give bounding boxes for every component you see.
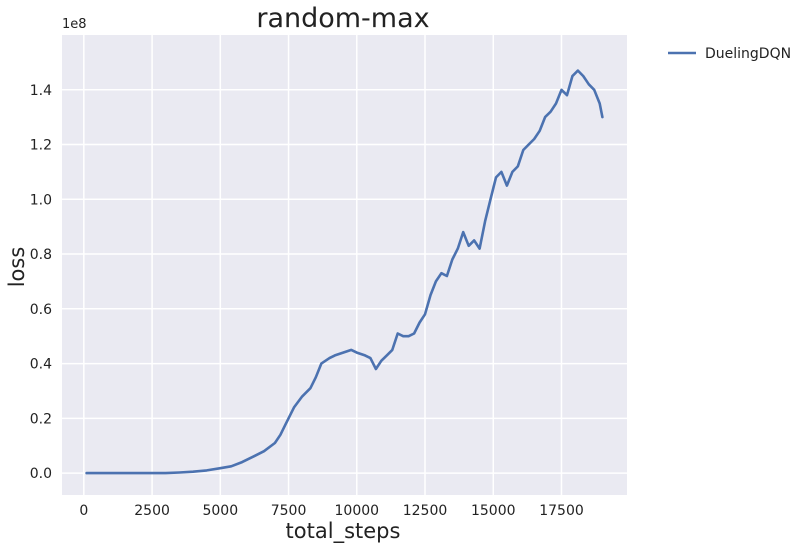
y-tick-label: 1.0 bbox=[30, 192, 52, 208]
x-tick-label: 0 bbox=[79, 503, 88, 519]
series-line bbox=[85, 69, 604, 475]
y-tick-label: 0.6 bbox=[30, 302, 52, 318]
x-tick-label: 12500 bbox=[403, 503, 448, 519]
chart-title: random-max bbox=[256, 3, 429, 34]
x-tick-label: 17500 bbox=[539, 503, 584, 519]
x-tick-label: 15000 bbox=[471, 503, 516, 519]
legend: DuelingDQN bbox=[668, 46, 791, 62]
y-tick-label: 0.4 bbox=[30, 357, 52, 373]
y-axis-title: loss bbox=[5, 247, 29, 288]
x-tick-label: 10000 bbox=[335, 503, 380, 519]
x-axis-title: total_steps bbox=[286, 519, 401, 544]
grid-lines bbox=[62, 35, 627, 495]
data-series bbox=[85, 69, 604, 475]
y-tick-label: 0.2 bbox=[30, 411, 52, 427]
x-tick-label: 2500 bbox=[134, 503, 170, 519]
x-tick-label: 5000 bbox=[202, 503, 238, 519]
y-tick-label: 0.0 bbox=[30, 466, 52, 482]
x-tick-label: 7500 bbox=[271, 503, 307, 519]
legend-label: DuelingDQN bbox=[705, 46, 791, 62]
plot-area bbox=[62, 35, 627, 495]
tick-labels: 0 2500 5000 7500 10000 12500 15000 17500 0.0 0.2 0… bbox=[30, 83, 584, 519]
y-offset-label: 1e8 bbox=[62, 17, 87, 32]
y-tick-label: 1.4 bbox=[30, 83, 52, 99]
y-tick-label: 0.8 bbox=[30, 247, 52, 263]
y-tick-label: 1.2 bbox=[30, 138, 52, 154]
